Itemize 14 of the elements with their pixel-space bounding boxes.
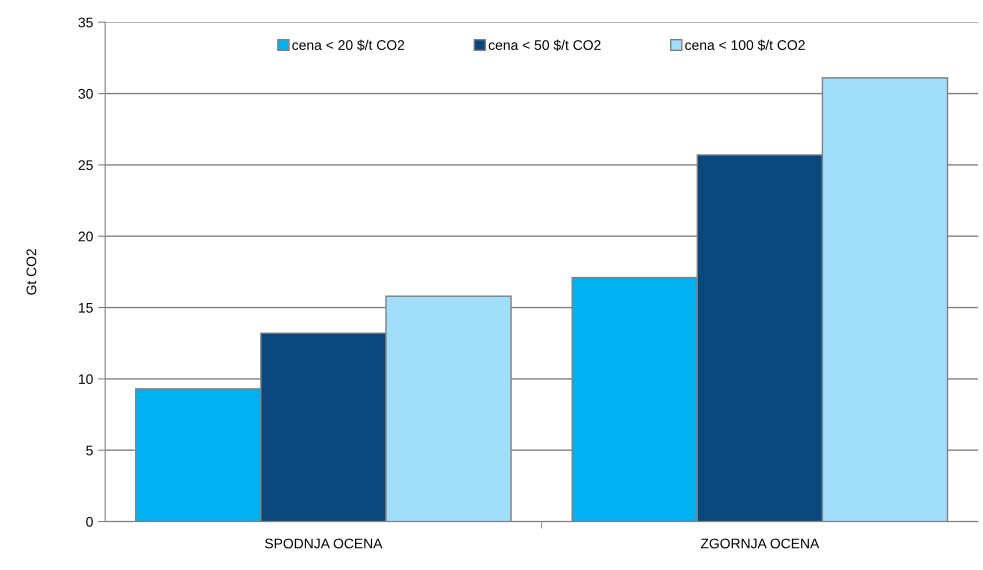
y-tick-label: 15 [78, 303, 93, 313]
y-tick-label: 20 [78, 232, 93, 242]
legend-label: cena < 100 $/t CO2 [685, 40, 805, 51]
legend-label: cena < 50 $/t CO2 [488, 40, 601, 51]
legend-label: cena < 20 $/t CO2 [292, 40, 404, 51]
y-tick-label: 30 [78, 88, 93, 99]
y-tick-label: 35 [78, 18, 93, 28]
y-tick-label: 25 [78, 160, 93, 170]
y-tick-label: 0 [86, 516, 93, 527]
y-tick-label: 5 [86, 446, 93, 456]
x-tick-label: ZGORNJA OCENA [700, 538, 820, 548]
x-tick-label: SPODNJA OCENA [264, 538, 382, 548]
y-axis-title: Gt CO2 [26, 249, 36, 295]
y-tick-label: 10 [78, 374, 93, 384]
